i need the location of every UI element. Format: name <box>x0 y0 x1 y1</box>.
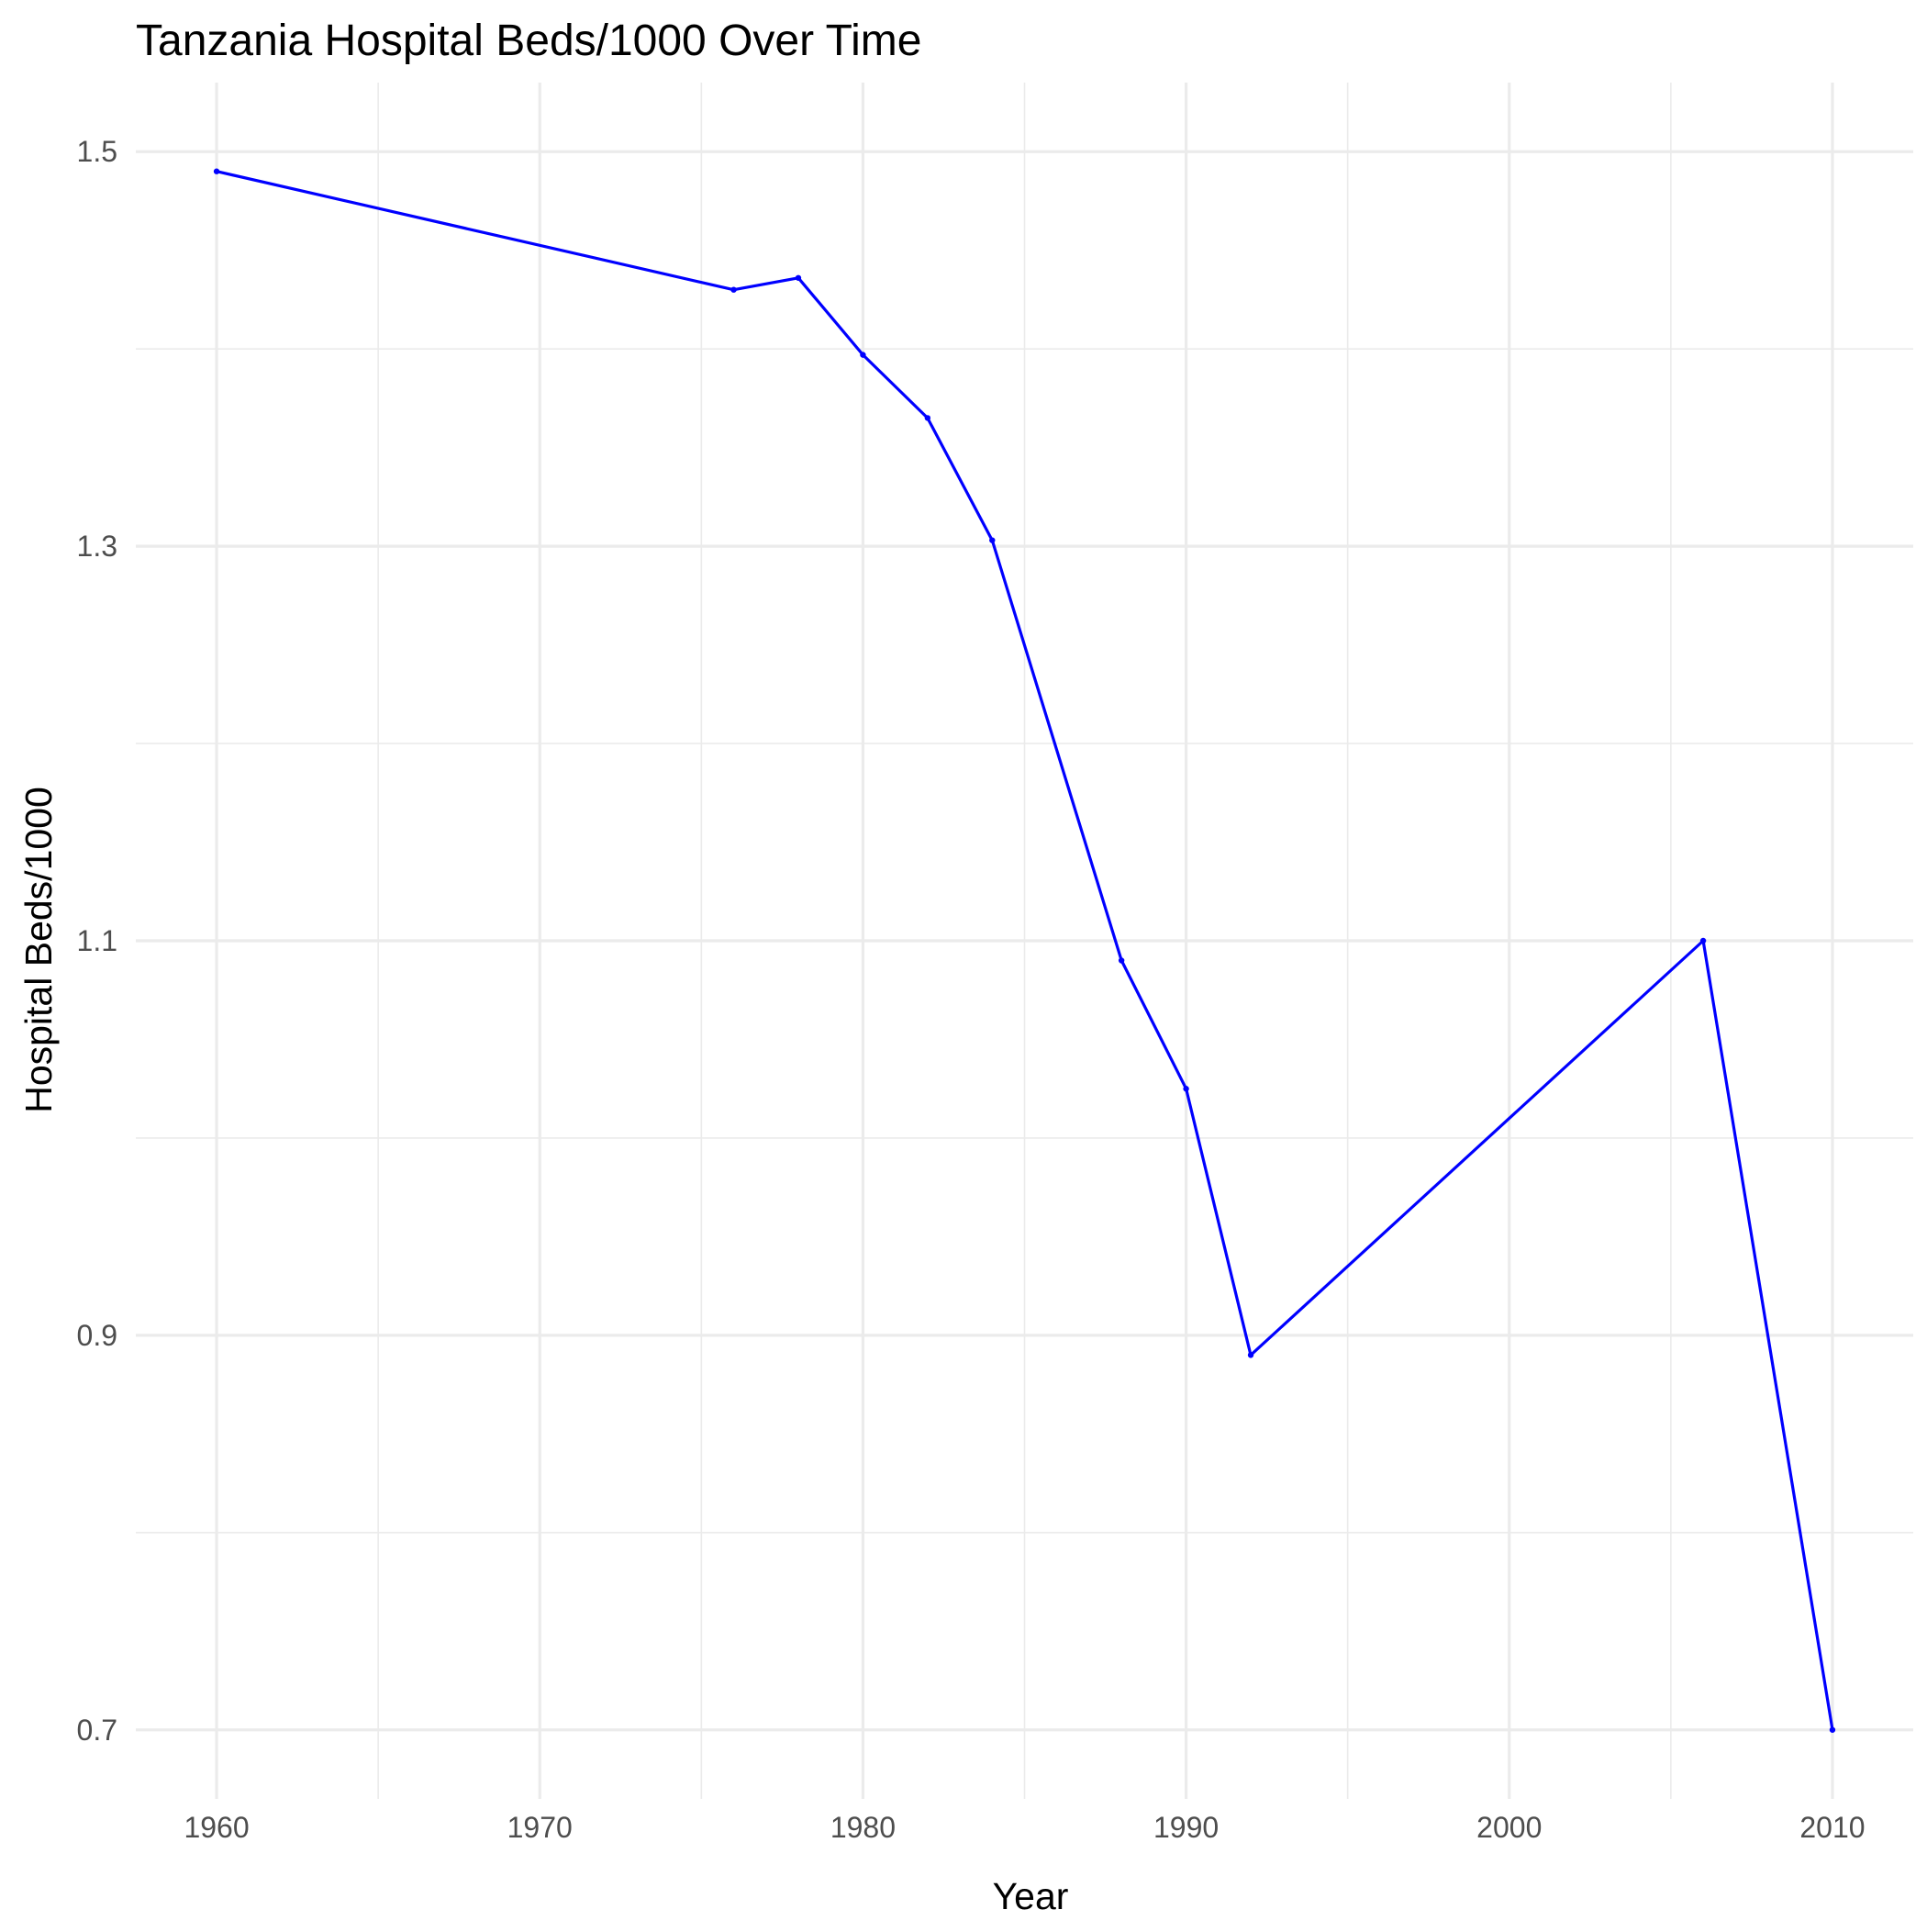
y-tick-label: 1.1 <box>77 924 117 957</box>
y-tick-label: 1.3 <box>77 530 117 563</box>
data-point <box>860 352 866 358</box>
chart-title: Tanzania Hospital Beds/1000 Over Time <box>136 17 921 65</box>
x-tick-label: 2010 <box>1799 1811 1865 1844</box>
data-point <box>989 537 996 543</box>
gridlines <box>136 83 1913 1799</box>
y-tick-label: 0.9 <box>77 1319 117 1352</box>
data-point <box>924 415 931 421</box>
data-point <box>1118 957 1125 964</box>
x-tick-label: 1960 <box>184 1811 249 1844</box>
data-point <box>1699 937 1707 944</box>
tick-labels: 1960 1970 1980 1990 2000 2010 0.7 0.9 1.1 1.3 1.5 <box>77 135 1866 1844</box>
data-point <box>795 274 802 281</box>
data-point <box>1247 1352 1254 1358</box>
data-point <box>730 286 737 293</box>
y-tick-label: 0.7 <box>77 1714 117 1747</box>
x-axis-title: Year <box>993 1875 1069 1917</box>
data-point <box>1829 1726 1836 1733</box>
y-axis-title: Hospital Beds/1000 <box>17 787 60 1113</box>
x-tick-label: 1990 <box>1153 1811 1219 1844</box>
data-point <box>213 168 220 174</box>
x-tick-label: 1970 <box>507 1811 573 1844</box>
x-tick-label: 2000 <box>1476 1811 1542 1844</box>
data-point <box>1183 1086 1189 1092</box>
y-tick-label: 1.5 <box>77 135 117 168</box>
x-tick-label: 1980 <box>830 1811 896 1844</box>
series-layer <box>213 168 1836 1733</box>
